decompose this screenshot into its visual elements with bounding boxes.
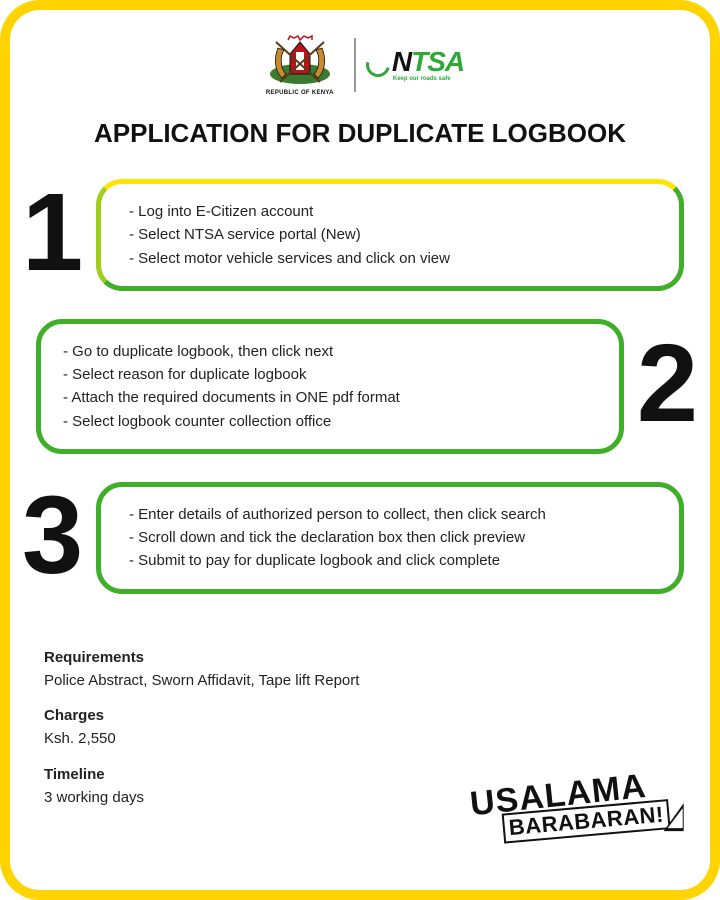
- ntsa-swoosh-icon: [361, 49, 394, 82]
- step-item: Select logbook counter collection office: [63, 410, 605, 433]
- page-title: APPLICATION FOR DUPLICATE LOGBOOK: [18, 118, 702, 149]
- logo-divider: [354, 38, 356, 92]
- coat-of-arms-icon: [260, 34, 340, 88]
- requirements-value: Police Abstract, Sworn Affidavit, Tape l…: [44, 669, 676, 692]
- warning-triangle-icon: [664, 803, 684, 831]
- content-area: REPUBLIC OF KENYA NTSA Keep our roads sa…: [18, 18, 702, 882]
- step-2: 2Go to duplicate logbook, then click nex…: [36, 319, 684, 454]
- step-box: Enter details of authorized person to co…: [96, 482, 684, 594]
- coa-label: REPUBLIC OF KENYA: [256, 90, 344, 96]
- charges-value: Ksh. 2,550: [44, 727, 676, 750]
- step-number: 3: [22, 492, 83, 580]
- step-item: Attach the required documents in ONE pdf…: [63, 386, 605, 409]
- step-item: Log into E-Citizen account: [129, 200, 657, 223]
- steps-container: 1 Log into E-Citizen accountSelect NTSA s…: [18, 179, 702, 594]
- charges-label: Charges: [44, 704, 676, 727]
- step-box: Go to duplicate logbook, then click next…: [36, 319, 624, 454]
- step-3: 3Enter details of authorized person to c…: [36, 482, 684, 594]
- ntsa-wordmark: NTSA: [392, 48, 464, 76]
- requirements-label: Requirements: [44, 646, 676, 669]
- step-items: Go to duplicate logbook, then click next…: [63, 340, 605, 433]
- coat-of-arms: REPUBLIC OF KENYA: [256, 34, 344, 96]
- ntsa-tagline: Keep our roads safe: [393, 76, 464, 82]
- step-box: Log into E-Citizen accountSelect NTSA se…: [96, 179, 684, 291]
- step-number: 1: [22, 189, 83, 277]
- step-1: 1Log into E-Citizen accountSelect NTSA s…: [36, 179, 684, 291]
- ntsa-logo: NTSA Keep our roads safe: [366, 48, 464, 82]
- step-item: Enter details of authorized person to co…: [129, 503, 657, 526]
- step-items: Enter details of authorized person to co…: [129, 503, 657, 573]
- step-item: Select reason for duplicate logbook: [63, 363, 605, 386]
- step-item: Go to duplicate logbook, then click next: [63, 340, 605, 363]
- step-number: 2: [637, 340, 698, 428]
- step-item: Select NTSA service portal (New): [129, 223, 657, 246]
- step-item: Select motor vehicle services and click …: [129, 247, 657, 270]
- header-logos: REPUBLIC OF KENYA NTSA Keep our roads sa…: [18, 26, 702, 104]
- step-item: Scroll down and tick the declaration box…: [129, 526, 657, 549]
- step-item: Submit to pay for duplicate logbook and …: [129, 549, 657, 572]
- step-items: Log into E-Citizen accountSelect NTSA se…: [129, 200, 657, 270]
